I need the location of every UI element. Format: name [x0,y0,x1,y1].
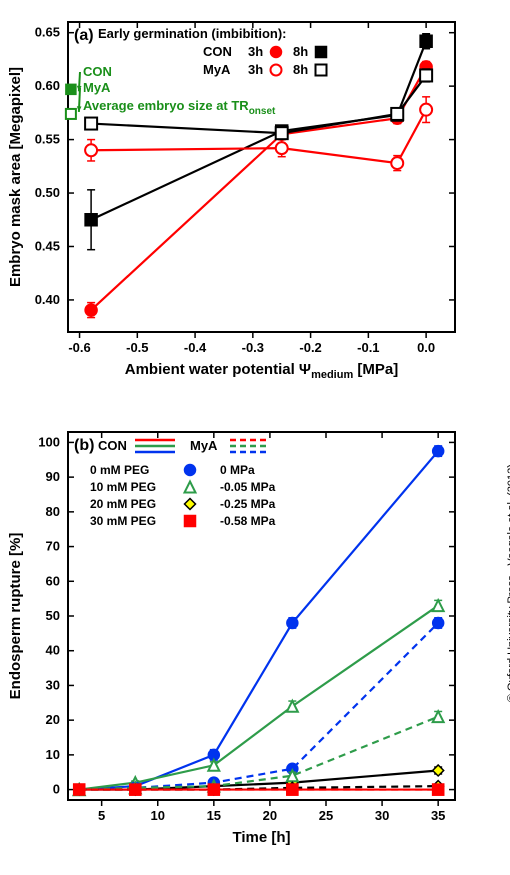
citation-text: © Oxford University Press - Voegele et a… [506,440,510,702]
svg-text:-0.5: -0.5 [126,340,148,355]
svg-text:0.45: 0.45 [35,238,60,253]
svg-text:0.40: 0.40 [35,292,60,307]
svg-text:70: 70 [46,539,60,554]
svg-text:10: 10 [46,747,60,762]
figure-container: -0.6 -0.5 -0.4 -0.3 -0.2 -0.1 0.0 0.40 0.45 0.50 0… [0,0,510,870]
svg-text:20: 20 [46,712,60,727]
svg-text:Ambient water potential Ψmediu: Ambient water potential Ψmedium [MPa] [125,361,399,381]
svg-text:-0.58 MPa: -0.58 MPa [220,514,276,528]
svg-text:0.60: 0.60 [35,78,60,93]
svg-text:20 mM PEG: 20 mM PEG [90,497,156,511]
svg-text:MyA: MyA [203,62,231,77]
svg-text:MyA: MyA [83,80,111,95]
svg-text:50: 50 [46,608,60,623]
svg-text:90: 90 [46,469,60,484]
svg-text:(b): (b) [74,437,94,454]
svg-text:Embryo mask area [Megapixel]: Embryo mask area [Megapixel] [7,67,24,287]
svg-text:-0.6: -0.6 [68,340,90,355]
figure-svg: -0.6 -0.5 -0.4 -0.3 -0.2 -0.1 0.0 0.40 0.45 0.50 0… [0,0,510,870]
svg-text:CON: CON [203,44,232,59]
svg-text:30: 30 [375,808,389,823]
svg-text:-0.2: -0.2 [299,340,321,355]
svg-text:80: 80 [46,504,60,519]
svg-text:CON: CON [83,64,112,79]
svg-text:0.65: 0.65 [35,25,60,40]
svg-text:-0.1: -0.1 [357,340,379,355]
citation-line-1: © Oxford University Press - Voegele et a… [506,464,510,702]
svg-text:15: 15 [207,808,221,823]
svg-text:-0.4: -0.4 [184,340,207,355]
svg-text:CON: CON [98,438,127,453]
svg-text:Average embryo size at TRonset: Average embryo size at TRonset [83,98,276,117]
svg-text:20: 20 [263,808,277,823]
svg-text:-0.05 MPa: -0.05 MPa [220,480,276,494]
svg-text:30 mM PEG: 30 mM PEG [90,514,156,528]
svg-text:60: 60 [46,573,60,588]
svg-text:0: 0 [53,782,60,797]
svg-text:-0.3: -0.3 [242,340,264,355]
svg-text:10: 10 [151,808,165,823]
svg-text:100: 100 [38,434,60,449]
svg-text:25: 25 [319,808,333,823]
svg-text:Time [h]: Time [h] [232,829,290,846]
svg-text:3h: 3h [248,62,263,77]
svg-text:Endosperm rupture [%]: Endosperm rupture [%] [7,533,24,700]
svg-text:5: 5 [98,808,105,823]
svg-text:0 mM PEG: 0 mM PEG [90,463,149,477]
svg-text:0 MPa: 0 MPa [220,463,255,477]
svg-text:-0.25 MPa: -0.25 MPa [220,497,276,511]
svg-text:8h: 8h [293,44,308,59]
svg-text:10 mM PEG: 10 mM PEG [90,480,156,494]
svg-text:0.55: 0.55 [35,132,60,147]
svg-text:3h: 3h [248,44,263,59]
svg-text:(a): (a) [74,27,94,44]
svg-text:8h: 8h [293,62,308,77]
svg-text:Early germination (imbibition): Early germination (imbibition): [98,26,287,41]
svg-text:30: 30 [46,677,60,692]
svg-text:40: 40 [46,643,60,658]
svg-text:0.0: 0.0 [417,340,435,355]
svg-text:0.50: 0.50 [35,185,60,200]
svg-text:35: 35 [431,808,445,823]
svg-text:MyA: MyA [190,438,218,453]
